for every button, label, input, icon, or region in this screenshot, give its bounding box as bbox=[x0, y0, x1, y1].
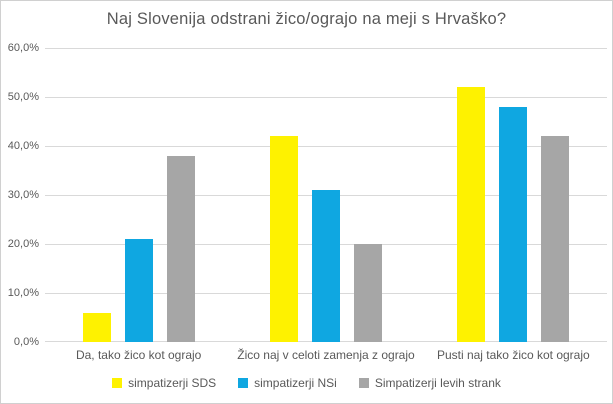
legend-label: simpatizerji SDS bbox=[128, 376, 217, 390]
y-axis: 60,0% 50,0% 40,0% 30,0% 20,0% 10,0% 0,0% bbox=[1, 42, 39, 348]
bar-series-2-cat-1 bbox=[353, 244, 382, 342]
bar-series-1-cat-1 bbox=[311, 190, 340, 342]
legend-item-1: simpatizerji NSi bbox=[238, 376, 337, 390]
category-label: Da, tako žico kot ograjo bbox=[75, 348, 202, 362]
legend: simpatizerji SDS simpatizerji NSi Simpatiz… bbox=[1, 376, 612, 390]
y-axis-tick-label: 30,0% bbox=[7, 189, 39, 201]
bar-series-2-cat-0 bbox=[166, 155, 195, 342]
gridline bbox=[45, 96, 607, 98]
bar-group bbox=[420, 48, 607, 342]
legend-swatch bbox=[238, 378, 249, 388]
y-axis-tick-label: 50,0% bbox=[7, 91, 39, 103]
bar-series-0-cat-1 bbox=[269, 136, 298, 342]
bar-series-0-cat-2 bbox=[457, 87, 486, 342]
legend-swatch bbox=[358, 378, 369, 388]
bar-groups bbox=[45, 48, 607, 342]
bar-group bbox=[45, 48, 232, 342]
category-label: Žico naj v celoti zamenja z ograjo bbox=[237, 348, 415, 362]
bar-series-1-cat-0 bbox=[124, 239, 153, 342]
bar-series-1-cat-2 bbox=[499, 106, 528, 342]
bar-group bbox=[232, 48, 419, 342]
legend-swatch bbox=[112, 378, 123, 388]
y-axis-tick-label: 20,0% bbox=[7, 238, 39, 250]
gridline bbox=[45, 48, 607, 49]
x-axis-labels: Da, tako žico kot ograjo Žico naj v celot… bbox=[45, 348, 607, 362]
legend-item-2: Simpatizerji levih strank bbox=[358, 376, 501, 390]
category-label: Pusti naj tako žico kot ograjo bbox=[436, 348, 590, 362]
y-axis-tick-label: 60,0% bbox=[7, 42, 39, 54]
legend-item-0: simpatizerji SDS bbox=[112, 376, 216, 390]
legend-label: simpatizerji NSi bbox=[254, 376, 337, 390]
bar-series-0-cat-0 bbox=[82, 312, 111, 342]
legend-label: Simpatizerji levih strank bbox=[374, 376, 501, 390]
bar-series-2-cat-2 bbox=[541, 136, 570, 342]
plot-area bbox=[45, 48, 607, 342]
y-axis-tick-label: 0,0% bbox=[13, 336, 39, 348]
chart-title: Naj Slovenija odstrani žico/ograjo na me… bbox=[106, 10, 507, 28]
gridline bbox=[45, 145, 607, 147]
y-axis-tick-label: 40,0% bbox=[7, 140, 39, 152]
y-axis-tick-label: 10,0% bbox=[7, 287, 39, 299]
